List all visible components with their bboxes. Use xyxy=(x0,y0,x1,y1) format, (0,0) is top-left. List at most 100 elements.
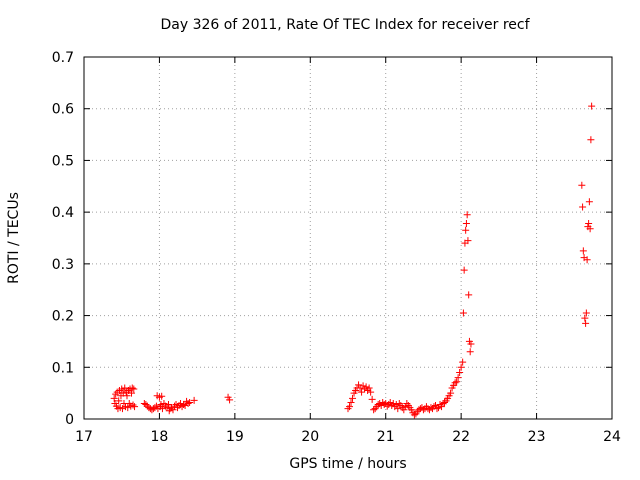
x-tick-label: 21 xyxy=(377,429,395,445)
data-point xyxy=(142,401,150,409)
axis-ticks xyxy=(83,56,613,420)
data-point xyxy=(180,401,188,409)
data-point xyxy=(447,389,455,397)
data-point xyxy=(151,404,159,412)
data-point xyxy=(128,384,136,392)
data-point xyxy=(365,384,373,392)
data-point xyxy=(460,266,468,274)
data-point xyxy=(433,405,441,413)
x-tick-label: 18 xyxy=(151,429,169,445)
data-point xyxy=(427,404,435,412)
y-tick-label: 0.7 xyxy=(52,50,74,66)
data-point xyxy=(164,401,172,409)
x-tick-label: 23 xyxy=(528,429,546,445)
data-points xyxy=(110,102,596,419)
data-point xyxy=(401,403,409,411)
data-point xyxy=(454,374,462,382)
data-point xyxy=(581,314,589,322)
data-point xyxy=(226,396,234,404)
data-point xyxy=(441,398,449,406)
data-point xyxy=(463,211,471,219)
data-point xyxy=(586,225,594,233)
data-point xyxy=(459,358,467,366)
data-point xyxy=(407,406,415,414)
data-point xyxy=(368,395,376,403)
data-point xyxy=(394,405,402,413)
y-tick-label: 0.2 xyxy=(52,309,74,325)
data-point xyxy=(578,181,586,189)
data-point xyxy=(583,256,591,264)
data-point xyxy=(359,382,367,390)
data-point xyxy=(459,309,467,317)
data-point xyxy=(123,392,131,400)
x-tick-label: 20 xyxy=(301,429,319,445)
data-point xyxy=(419,406,427,414)
data-point xyxy=(587,136,595,144)
data-point xyxy=(158,392,166,400)
data-point xyxy=(166,405,174,413)
data-point xyxy=(367,388,375,396)
data-point xyxy=(129,401,137,409)
data-point xyxy=(435,404,443,412)
data-point xyxy=(588,102,596,110)
data-point xyxy=(171,402,179,410)
data-point xyxy=(386,398,394,406)
data-point xyxy=(585,198,593,206)
data-point xyxy=(438,403,446,411)
data-point xyxy=(456,368,464,376)
y-tick-label: 0.4 xyxy=(52,205,74,221)
data-point xyxy=(362,383,370,391)
data-point xyxy=(172,401,180,409)
data-point xyxy=(582,309,590,317)
data-point xyxy=(349,394,357,402)
plot-frame xyxy=(83,56,613,420)
data-point xyxy=(121,384,129,392)
data-point xyxy=(389,399,397,407)
data-point xyxy=(347,398,355,406)
data-point xyxy=(462,220,470,228)
data-point xyxy=(453,378,461,386)
data-point xyxy=(585,220,593,228)
data-point xyxy=(190,396,198,404)
data-point xyxy=(579,247,587,255)
x-tick-label: 22 xyxy=(452,429,470,445)
data-point xyxy=(169,406,177,414)
x-tick-label: 24 xyxy=(603,429,621,445)
data-point xyxy=(130,385,138,393)
y-tick-label: 0.3 xyxy=(52,257,74,273)
data-point xyxy=(579,203,587,211)
data-point xyxy=(157,401,165,409)
x-axis-label: GPS time / hours xyxy=(289,456,407,472)
data-point xyxy=(374,401,382,409)
data-point xyxy=(355,381,363,389)
data-point xyxy=(115,397,123,405)
data-point xyxy=(370,406,378,414)
data-point xyxy=(392,401,400,409)
y-tick-label: 0 xyxy=(65,412,74,428)
data-point xyxy=(119,389,127,397)
data-point xyxy=(457,363,465,371)
y-tick-label: 0.5 xyxy=(52,153,74,169)
data-point xyxy=(177,399,185,407)
data-point xyxy=(346,403,354,411)
data-point xyxy=(400,406,408,414)
x-tick-label: 17 xyxy=(75,429,93,445)
data-point xyxy=(186,398,194,406)
data-point xyxy=(582,319,590,327)
data-point xyxy=(377,402,385,410)
grid-lines xyxy=(84,57,612,419)
data-point xyxy=(451,379,459,387)
data-point xyxy=(383,402,391,410)
data-point xyxy=(466,348,474,356)
y-axis-label: ROTI / TECUs xyxy=(6,192,22,284)
data-point xyxy=(118,385,126,393)
x-tick-label: 19 xyxy=(226,429,244,445)
data-point xyxy=(161,402,169,410)
y-tick-label: 0.1 xyxy=(52,360,74,376)
data-point xyxy=(465,291,473,299)
data-point xyxy=(464,237,472,245)
data-point xyxy=(358,388,366,396)
data-point xyxy=(410,411,418,419)
data-point xyxy=(124,404,132,412)
